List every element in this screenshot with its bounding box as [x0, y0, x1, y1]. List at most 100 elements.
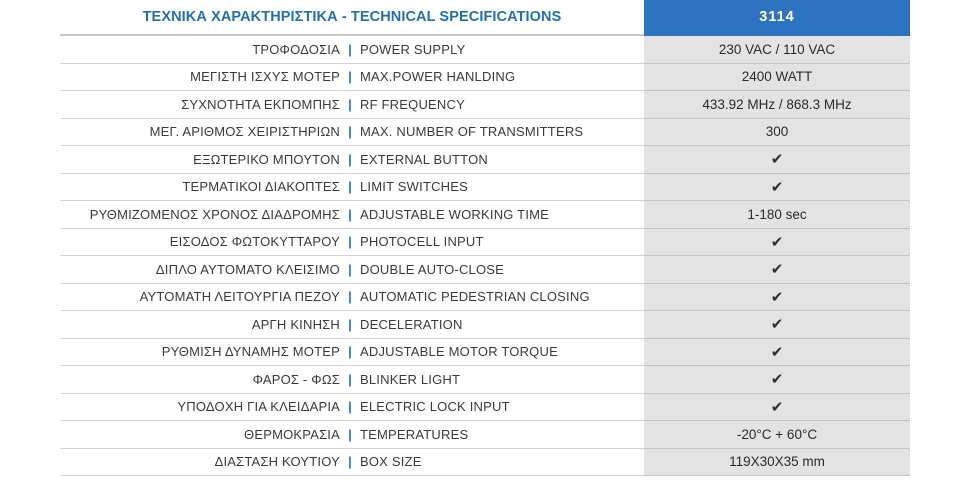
- checkmark-icon: ✔: [770, 343, 784, 361]
- checkmark-icon: ✔: [770, 151, 784, 169]
- spec-label-greek: ΤΕΡΜΑΤΙΚΟΙ ΔΙΑΚΟΠΤΕΣ: [182, 179, 340, 195]
- spec-value: 433.92 MHz / 868.3 MHz: [644, 91, 910, 119]
- spec-label-greek: ΑΥΤΟΜΑΤΗ ΛΕΙΤΟΥΡΓΙΑ ΠΕΖΟΥ: [139, 289, 340, 305]
- spec-label: ΜΕΓ. ΑΡΙΘΜΟΣ ΧΕΙΡΙΣΤΗΡΙΩΝ | MAX. NUMBER OF…: [60, 119, 644, 146]
- table-row: ΜΕΓΙΣΤΗ ΙΣΧΥΣ ΜΟΤΕΡ | MAX.POWER HANLDING 24…: [60, 63, 910, 91]
- checkmark-icon: ✔: [770, 316, 784, 334]
- spec-label: ΑΥΤΟΜΑΤΗ ΛΕΙΤΟΥΡΓΙΑ ΠΕΖΟΥ | AUTOMATIC PEDE…: [60, 284, 644, 311]
- spec-label-greek: ΘΕΡΜΟΚΡΑΣΙΑ: [244, 426, 340, 442]
- table-row: ΤΕΡΜΑΤΙΚΟΙ ΔΙΑΚΟΠΤΕΣ | LIMIT SWITCHES ✔: [60, 173, 910, 201]
- spec-label-greek: ΔΙΠΛΟ ΑΥΤΟΜΑΤΟ ΚΛΕΙΣΙΜΟ: [155, 261, 340, 277]
- spec-value-supported: ✔: [644, 283, 910, 311]
- table-title: ΤΕΧΝΙΚΑ ΧΑΡΑΚΤΗΡΙΣΤΙΚΑ - TECHNICAL SPECI…: [60, 0, 644, 36]
- label-separator: |: [348, 151, 352, 167]
- label-separator: |: [348, 316, 352, 332]
- label-separator: |: [348, 344, 352, 360]
- spec-label-english: POWER SUPPLY: [360, 41, 466, 57]
- table-row: ΑΡΓΗ ΚΙΝΗΣΗ | DECELERATION ✔: [60, 311, 910, 339]
- spec-value: 1-180 sec: [644, 201, 910, 229]
- checkmark-icon: ✔: [770, 261, 784, 279]
- label-separator: |: [348, 454, 352, 470]
- label-separator: |: [348, 124, 352, 140]
- table-row: ΕΙΣΟΔΟΣ ΦΩΤΟΚΥΤΤΑΡΟΥ | PHOTOCELL INPUT ✔: [60, 228, 910, 256]
- spec-label: ΣΥΧΝΟΤΗΤΑ ΕΚΠΟΜΠΗΣ | RF FREQUENCY: [60, 91, 644, 119]
- table-row: ΡΥΘΜΙΖΟΜΕΝΟΣ ΧΡΟΝΟΣ ΔΙΑΔΡΟΜΗΣ | ADJUSTABLE…: [60, 201, 910, 229]
- spec-label-english: EXTERNAL BUTTON: [360, 151, 488, 167]
- spec-label-english: RF FREQUENCY: [360, 96, 465, 112]
- spec-label: ΑΡΓΗ ΚΙΝΗΣΗ | DECELERATION: [60, 311, 644, 339]
- spec-label-english: DOUBLE AUTO-CLOSE: [360, 261, 505, 277]
- spec-value: -20°C + 60°C: [644, 421, 910, 449]
- spec-label: ΤΕΡΜΑΤΙΚΟΙ ΔΙΑΚΟΠΤΕΣ | LIMIT SWITCHES: [60, 174, 644, 201]
- table-row: ΦΑΡΟΣ - ΦΩΣ | BLINKER LIGHT ✔: [60, 366, 910, 394]
- label-separator: |: [348, 234, 352, 250]
- table-row: ΘΕΡΜΟΚΡΑΣΙΑ | TEMPERATURES -20°C + 60°C: [60, 421, 910, 449]
- table-row: ΜΕΓ. ΑΡΙΘΜΟΣ ΧΕΙΡΙΣΤΗΡΙΩΝ | MAX. NUMBER OF…: [60, 118, 910, 146]
- label-separator: |: [348, 289, 352, 305]
- checkmark-icon: ✔: [770, 288, 784, 306]
- label-separator: |: [348, 206, 352, 222]
- checkmark-icon: ✔: [770, 178, 784, 196]
- spec-label-english: BOX SIZE: [360, 454, 422, 470]
- spec-label-greek: ΣΥΧΝΟΤΗΤΑ ΕΚΠΟΜΠΗΣ: [181, 96, 340, 112]
- table-row: ΔΙΠΛΟ ΑΥΤΟΜΑΤΟ ΚΛΕΙΣΙΜΟ | DOUBLE AUTO-CLOS…: [60, 256, 910, 284]
- spec-label-english: LIMIT SWITCHES: [360, 179, 469, 195]
- model-number-header: 3114: [644, 0, 910, 36]
- spec-label: ΤΡΟΦΟΔΟΣΙΑ | POWER SUPPLY: [60, 36, 644, 64]
- spec-value-supported: ✔: [644, 173, 910, 201]
- table-row: ΣΥΧΝΟΤΗΤΑ ΕΚΠΟΜΠΗΣ | RF FREQUENCY 433.92 MH…: [60, 91, 910, 119]
- spec-label: ΡΥΘΜΙΖΟΜΕΝΟΣ ΧΡΟΝΟΣ ΔΙΑΔΡΟΜΗΣ | ADJUSTABLE…: [60, 201, 644, 229]
- spec-label-greek: ΕΙΣΟΔΟΣ ΦΩΤΟΚΥΤΤΑΡΟΥ: [169, 234, 340, 250]
- spec-label-greek: ΑΡΓΗ ΚΙΝΗΣΗ: [251, 316, 340, 332]
- spec-label-english: MAX.POWER HANLDING: [360, 69, 516, 85]
- spec-value-supported: ✔: [644, 366, 910, 394]
- spec-label-english: ADJUSTABLE WORKING TIME: [360, 206, 550, 222]
- spec-label-english: TEMPERATURES: [360, 426, 469, 442]
- spec-value-supported: ✔: [644, 311, 910, 339]
- label-separator: |: [348, 399, 352, 415]
- label-separator: |: [348, 41, 352, 57]
- spec-value-supported: ✔: [644, 228, 910, 256]
- spec-value-supported: ✔: [644, 338, 910, 366]
- spec-label-english: DECELERATION: [360, 316, 463, 332]
- specifications-table: ΤΕΧΝΙΚΑ ΧΑΡΑΚΤΗΡΙΣΤΙΚΑ - TECHNICAL SPECI…: [60, 0, 910, 476]
- spec-label: ΕΞΩΤΕΡΙΚΟ ΜΠΟΥΤΟΝ | EXTERNAL BUTTON: [60, 146, 644, 174]
- label-separator: |: [348, 69, 352, 85]
- checkmark-icon: ✔: [770, 233, 784, 251]
- spec-label: ΜΕΓΙΣΤΗ ΙΣΧΥΣ ΜΟΤΕΡ | MAX.POWER HANLDING: [60, 64, 644, 91]
- spec-label-greek: ΥΠΟΔΟΧΗ ΓΙΑ ΚΛΕΙΔΑΡΙΑ: [177, 399, 340, 415]
- table-row: ΤΡΟΦΟΔΟΣΙΑ | POWER SUPPLY 230 VAC / 110 VAC: [60, 36, 910, 64]
- spec-label: ΔΙΠΛΟ ΑΥΤΟΜΑΤΟ ΚΛΕΙΣΙΜΟ | DOUBLE AUTO-CLOS…: [60, 256, 644, 284]
- spec-label: ΔΙΑΣΤΑΣΗ ΚΟΥΤΙΟΥ | BOX SIZE: [60, 449, 644, 476]
- table-header: ΤΕΧΝΙΚΑ ΧΑΡΑΚΤΗΡΙΣΤΙΚΑ - TECHNICAL SPECI…: [60, 0, 910, 36]
- spec-label-greek: ΡΥΘΜΙΖΟΜΕΝΟΣ ΧΡΟΝΟΣ ΔΙΑΔΡΟΜΗΣ: [89, 206, 340, 222]
- spec-label-greek: ΕΞΩΤΕΡΙΚΟ ΜΠΟΥΤΟΝ: [193, 151, 340, 167]
- spec-label: ΦΑΡΟΣ - ΦΩΣ | BLINKER LIGHT: [60, 366, 644, 394]
- spec-label-greek: ΡΥΘΜΙΣΗ ΔΥΝΑΜΗΣ ΜΟΤΕΡ: [161, 344, 340, 360]
- spec-label-english: PHOTOCELL INPUT: [360, 234, 484, 250]
- table-row: ΥΠΟΔΟΧΗ ΓΙΑ ΚΛΕΙΔΑΡΙΑ | ELECTRIC LOCK INPU…: [60, 393, 910, 421]
- spec-value-supported: ✔: [644, 256, 910, 284]
- spec-value: 2400 WATT: [644, 63, 910, 91]
- table-row: ΕΞΩΤΕΡΙΚΟ ΜΠΟΥΤΟΝ | EXTERNAL BUTTON ✔: [60, 146, 910, 174]
- spec-label-greek: ΜΕΓ. ΑΡΙΘΜΟΣ ΧΕΙΡΙΣΤΗΡΙΩΝ: [149, 124, 340, 140]
- spec-label-english: ELECTRIC LOCK INPUT: [360, 399, 510, 415]
- spec-value-supported: ✔: [644, 146, 910, 174]
- spec-value: 300: [644, 118, 910, 146]
- spec-label: ΕΙΣΟΔΟΣ ΦΩΤΟΚΥΤΤΑΡΟΥ | PHOTOCELL INPUT: [60, 229, 644, 256]
- spec-label-greek: ΔΙΑΣΤΑΣΗ ΚΟΥΤΙΟΥ: [214, 454, 340, 470]
- label-separator: |: [348, 426, 352, 442]
- spec-value-supported: ✔: [644, 393, 910, 421]
- label-separator: |: [348, 179, 352, 195]
- spec-label: ΡΥΘΜΙΣΗ ΔΥΝΑΜΗΣ ΜΟΤΕΡ | ADJUSTABLE MOTOR T…: [60, 339, 644, 366]
- spec-label: ΥΠΟΔΟΧΗ ΓΙΑ ΚΛΕΙΔΑΡΙΑ | ELECTRIC LOCK INPU…: [60, 394, 644, 421]
- label-separator: |: [348, 96, 352, 112]
- checkmark-icon: ✔: [770, 398, 784, 416]
- label-separator: |: [348, 261, 352, 277]
- spec-label: ΘΕΡΜΟΚΡΑΣΙΑ | TEMPERATURES: [60, 421, 644, 449]
- spec-rows: ΤΡΟΦΟΔΟΣΙΑ | POWER SUPPLY 230 VAC / 110 VAC…: [60, 36, 910, 476]
- table-row: ΡΥΘΜΙΣΗ ΔΥΝΑΜΗΣ ΜΟΤΕΡ | ADJUSTABLE MOTOR T…: [60, 338, 910, 366]
- table-row: ΔΙΑΣΤΑΣΗ ΚΟΥΤΙΟΥ | BOX SIZE 119X30X35 mm: [60, 448, 910, 476]
- spec-label-english: ADJUSTABLE MOTOR TORQUE: [360, 344, 558, 360]
- spec-label-greek: ΜΕΓΙΣΤΗ ΙΣΧΥΣ ΜΟΤΕΡ: [190, 69, 340, 85]
